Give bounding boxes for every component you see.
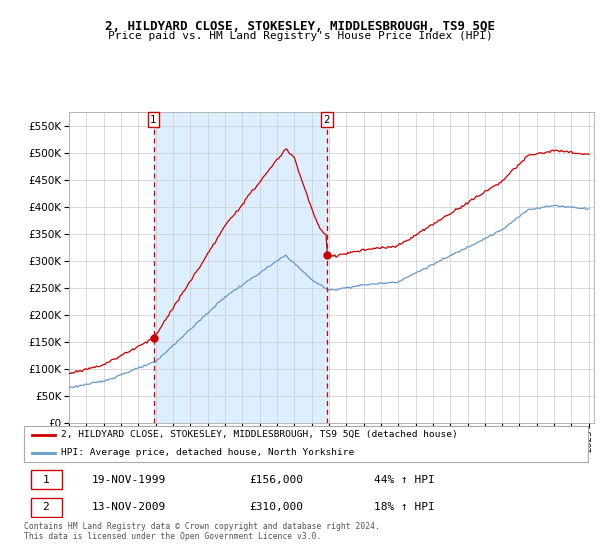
Text: Contains HM Land Registry data © Crown copyright and database right 2024.
This d: Contains HM Land Registry data © Crown c… (24, 522, 380, 542)
Text: 2: 2 (43, 502, 49, 512)
Bar (31, 470, 62, 489)
Text: HPI: Average price, detached house, North Yorkshire: HPI: Average price, detached house, Nort… (61, 449, 354, 458)
Text: 2, HILDYARD CLOSE, STOKESLEY, MIDDLESBROUGH, TS9 5QE: 2, HILDYARD CLOSE, STOKESLEY, MIDDLESBRO… (105, 20, 495, 32)
Bar (31, 498, 62, 517)
Text: 13-NOV-2009: 13-NOV-2009 (92, 502, 166, 512)
Text: 18% ↑ HPI: 18% ↑ HPI (374, 502, 434, 512)
Text: £156,000: £156,000 (250, 475, 304, 485)
Text: 2, HILDYARD CLOSE, STOKESLEY, MIDDLESBROUGH, TS9 5QE (detached house): 2, HILDYARD CLOSE, STOKESLEY, MIDDLESBRO… (61, 430, 457, 439)
Text: 2: 2 (323, 115, 330, 125)
Text: 1: 1 (150, 115, 157, 125)
Text: £310,000: £310,000 (250, 502, 304, 512)
Text: 1: 1 (43, 475, 49, 485)
Text: 19-NOV-1999: 19-NOV-1999 (92, 475, 166, 485)
Text: 44% ↑ HPI: 44% ↑ HPI (374, 475, 434, 485)
Bar (154, 112, 327, 423)
Text: Price paid vs. HM Land Registry's House Price Index (HPI): Price paid vs. HM Land Registry's House … (107, 31, 493, 41)
